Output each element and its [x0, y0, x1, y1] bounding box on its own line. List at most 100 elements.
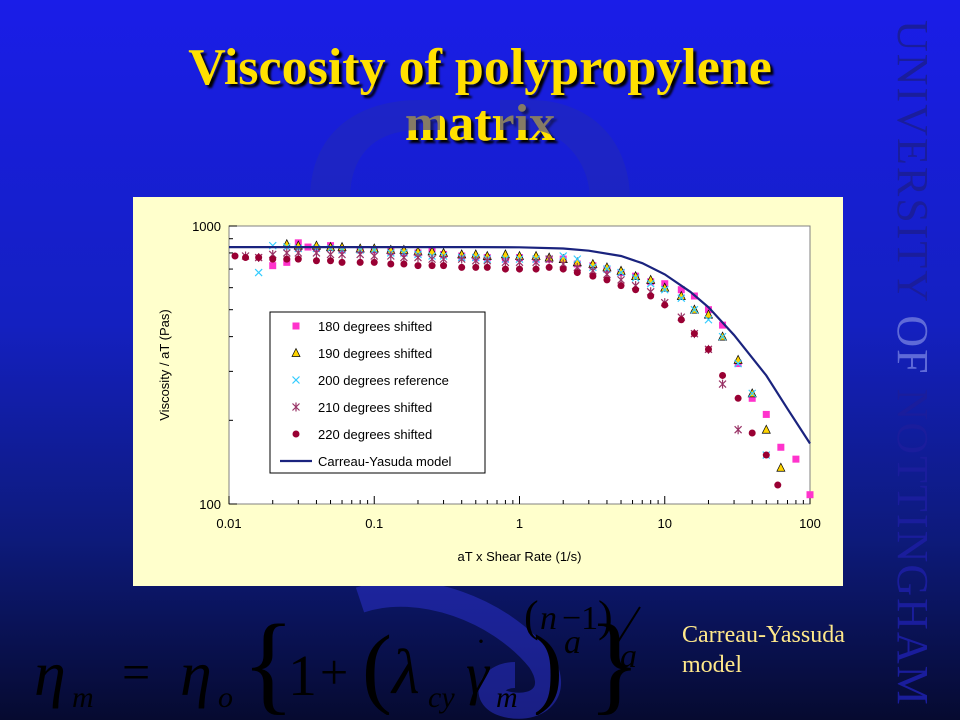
data-point-series-5 — [589, 272, 597, 280]
data-point-series-3 — [617, 268, 625, 277]
data-point-series-1 — [762, 410, 770, 418]
data-point-series-5 — [532, 265, 540, 273]
data-point-series-5 — [327, 257, 335, 265]
svg-text:o: o — [218, 681, 233, 714]
x-tick-label: 1 — [516, 516, 523, 531]
y-tick-label: 100 — [199, 497, 221, 512]
legend-label: 180 degrees shifted — [318, 319, 432, 334]
data-point-series-2 — [776, 462, 786, 472]
svg-text:1: 1 — [288, 643, 317, 708]
data-point-series-3 — [734, 359, 743, 368]
data-point-series-5 — [312, 257, 320, 265]
data-point-series-4 — [386, 251, 395, 261]
data-point-series-5 — [338, 258, 346, 266]
x-tick-label: 100 — [799, 516, 821, 531]
data-point-series-4 — [414, 253, 422, 263]
data-point-series-3 — [718, 332, 727, 341]
logo-swirl-watermark — [355, 580, 561, 719]
data-point-series-2 — [761, 424, 771, 434]
caption-line-2: model — [682, 652, 742, 678]
data-point-series-5 — [255, 254, 263, 262]
svg-text:γ: γ — [466, 641, 491, 706]
svg-text:η: η — [180, 638, 212, 709]
x-tick-label: 10 — [658, 516, 672, 531]
data-point-series-5 — [283, 255, 291, 263]
data-point-series-5 — [472, 263, 480, 271]
data-point-series-5 — [231, 252, 239, 260]
data-point-series-3 — [677, 294, 686, 303]
data-point-series-3 — [704, 315, 713, 324]
data-point-series-4 — [532, 257, 540, 267]
data-point-series-5 — [734, 394, 742, 402]
data-point-series-5 — [294, 255, 302, 263]
svg-text:·: · — [476, 625, 486, 658]
caption-line-1: Carreau-Yassuda — [682, 622, 845, 648]
data-point-series-4 — [428, 254, 436, 264]
side-text-nottingham: NOTTINGHAM — [888, 375, 937, 707]
svg-text:cy: cy — [428, 681, 455, 714]
legend-swatch-marker — [292, 430, 300, 438]
data-point-series-4 — [501, 257, 510, 267]
data-point-series-5 — [501, 265, 509, 273]
university-logo-watermark — [310, 100, 630, 200]
data-point-series-5 — [559, 265, 567, 273]
data-point-series-5 — [748, 429, 756, 437]
data-point-series-4 — [338, 249, 346, 259]
data-point-series-5 — [632, 286, 640, 294]
data-point-series-1 — [677, 286, 685, 294]
data-point-series-5 — [573, 269, 581, 277]
svg-text:+: + — [320, 644, 348, 700]
svg-text:{: { — [242, 602, 295, 715]
data-point-series-5 — [774, 481, 782, 489]
data-point-series-1 — [792, 455, 800, 463]
data-point-series-4 — [734, 425, 743, 435]
data-point-series-5 — [661, 301, 669, 309]
data-point-series-1 — [719, 321, 727, 329]
data-point-series-4 — [483, 256, 492, 266]
data-point-series-5 — [545, 263, 553, 271]
x-axis-label: aT x Shear Rate (1/s) — [457, 549, 581, 564]
data-point-series-5 — [370, 258, 378, 266]
data-point-series-1 — [806, 491, 814, 499]
data-point-series-4 — [312, 248, 321, 258]
svg-text:a: a — [620, 638, 637, 675]
viscosity-chart: 0.01 0.1 1 10 100 100 1000 aT x Shear Rate (1/s… — [157, 219, 821, 564]
data-point-series-5 — [387, 260, 395, 268]
chart-panel: 0.01 0.1 1 10 100 100 1000 aT x Shear Rate (1/s… — [133, 197, 843, 586]
data-point-series-3 — [573, 255, 582, 264]
svg-text:λ: λ — [390, 636, 420, 707]
data-point-series-5 — [428, 262, 436, 270]
data-point-series-4 — [356, 249, 365, 259]
data-point-series-5 — [414, 262, 422, 270]
svg-text:): ) — [598, 592, 613, 641]
data-point-series-5 — [677, 316, 685, 324]
equation-caption: Carreau-Yassuda model — [682, 620, 845, 680]
title-line-1: Viscosity of polypropylene — [188, 39, 772, 96]
data-point-series-5 — [762, 451, 770, 459]
data-point-series-5 — [440, 262, 448, 270]
data-point-series-1 — [748, 394, 756, 402]
legend-swatch-marker — [292, 376, 300, 384]
y-tick-label: 1000 — [192, 219, 221, 234]
data-point-series-5 — [458, 263, 466, 271]
y-axis-label: Viscosity / aT (Pas) — [157, 309, 172, 421]
data-point-series-5 — [400, 260, 408, 268]
data-point-series-5 — [483, 263, 491, 271]
legend-label: 220 degrees shifted — [318, 427, 432, 442]
svg-text:m: m — [72, 681, 94, 714]
legend-label: Carreau-Yasuda model — [318, 454, 452, 469]
data-point-series-3 — [748, 389, 757, 398]
svg-text:(: ( — [362, 618, 392, 715]
data-point-series-5 — [516, 265, 523, 273]
data-point-series-5 — [690, 330, 698, 338]
svg-text:−1: −1 — [562, 600, 598, 637]
data-point-series-3 — [660, 285, 669, 294]
legend-box — [269, 311, 486, 474]
data-point-series-5 — [704, 345, 712, 353]
legend-swatch-marker — [291, 347, 301, 357]
legend-swatch-marker — [292, 322, 300, 330]
carreau-yasuda-equation: η m = η o { 1 + ( λ cy γ · m ) a } ( n −… — [34, 592, 641, 715]
svg-text:η: η — [34, 638, 66, 709]
x-tick-label: 0.1 — [365, 516, 383, 531]
side-text-university: UNIVERSITY — [888, 20, 937, 316]
